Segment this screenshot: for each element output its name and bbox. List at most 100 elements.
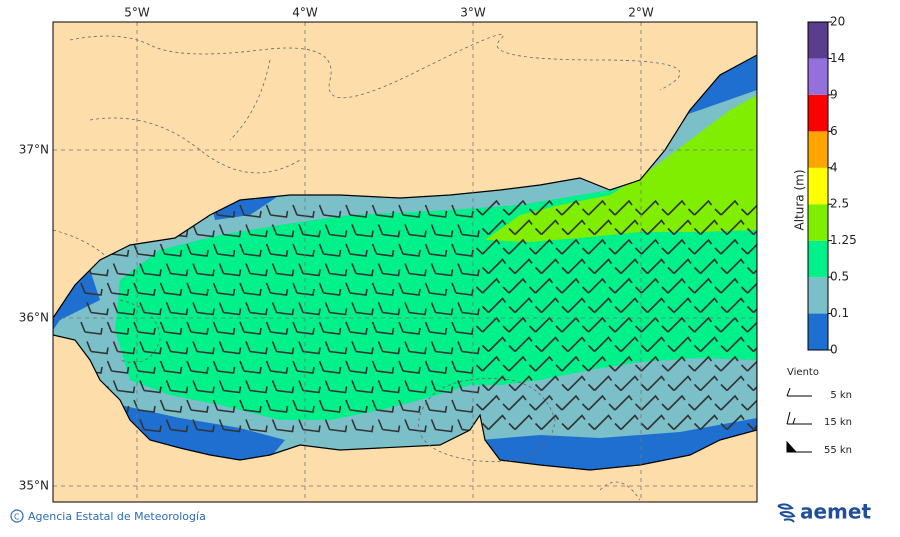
wind-barb xyxy=(581,277,607,294)
wind-barb xyxy=(351,302,374,316)
wind-barb xyxy=(192,341,215,355)
wind-barb xyxy=(133,282,156,296)
lon-label: 2°W xyxy=(628,6,654,20)
wind-barb xyxy=(451,282,474,296)
wind-barb xyxy=(186,243,209,257)
wind-barb xyxy=(555,355,580,372)
wave-zone xyxy=(485,95,757,242)
wind-barb xyxy=(239,282,262,296)
wind-barb xyxy=(351,419,374,433)
wind-barb xyxy=(265,282,289,296)
wind-barb xyxy=(687,238,713,255)
wind-barb xyxy=(430,419,454,433)
wind-barb xyxy=(212,321,236,335)
wind-barb xyxy=(351,380,374,394)
wind-barb xyxy=(404,302,427,316)
wind-barb xyxy=(457,380,480,394)
copyright-icon xyxy=(10,509,24,523)
wind-barb xyxy=(298,341,321,355)
wind-barb xyxy=(508,414,533,431)
wind-barb xyxy=(86,302,109,316)
wind-barb xyxy=(80,321,103,335)
wind-barb xyxy=(693,375,719,392)
wind-barb xyxy=(661,199,686,216)
wind-barb xyxy=(398,243,421,257)
wind-barb xyxy=(667,297,692,314)
wind-barb xyxy=(398,204,421,218)
lat-label: 37°N xyxy=(19,143,49,157)
wind-barb xyxy=(218,302,242,316)
wind-barb xyxy=(271,419,295,433)
wind-barb xyxy=(318,321,342,335)
wind-barb xyxy=(106,282,130,296)
wind-barb xyxy=(508,219,533,236)
wind-barb xyxy=(502,277,527,294)
wind-barb xyxy=(377,419,401,433)
wind-barb xyxy=(239,360,262,374)
wind-barb xyxy=(165,419,189,433)
wind-barb xyxy=(608,238,633,255)
colorbar-segment xyxy=(808,240,828,278)
wind-barb xyxy=(720,297,745,314)
wind-barb xyxy=(239,204,262,218)
wind-barb xyxy=(720,219,745,236)
wind-barb xyxy=(640,297,666,314)
lon-label: 4°W xyxy=(292,6,318,20)
wind-barb xyxy=(430,302,454,316)
wind-barb xyxy=(271,380,295,394)
wind-barb xyxy=(528,199,554,216)
wind-barb xyxy=(424,204,448,218)
wind-barb xyxy=(534,336,560,353)
wind-barb xyxy=(351,341,374,355)
wind-barb xyxy=(351,263,374,277)
wind-barb xyxy=(746,336,757,353)
wind-barb xyxy=(720,414,745,431)
wind-barb xyxy=(139,263,162,277)
wind-barb xyxy=(667,375,692,392)
colorbar-label: 4 xyxy=(830,160,838,174)
wind-legend-item: 5 kn xyxy=(830,390,852,401)
colorbar-segment xyxy=(808,131,828,168)
wind-barb xyxy=(693,258,719,275)
wind-barb xyxy=(634,238,660,255)
wind-barb xyxy=(667,336,692,353)
wind-barb xyxy=(86,341,109,355)
wind-barb xyxy=(430,380,454,394)
wind-barb xyxy=(457,224,480,238)
wind-barb xyxy=(133,321,156,335)
wind-barb xyxy=(159,321,183,335)
wind-barb xyxy=(292,243,315,257)
wind-barb xyxy=(139,341,162,355)
wind-barb xyxy=(351,224,374,238)
wind-barb xyxy=(245,419,268,433)
wind-barb xyxy=(608,277,633,294)
wind-barb xyxy=(112,302,136,316)
wind-barb xyxy=(608,199,633,216)
wind-barb xyxy=(587,219,613,236)
wind-barb xyxy=(159,282,183,296)
wind-barb xyxy=(640,258,666,275)
wind-barb xyxy=(481,375,507,392)
wind-barb xyxy=(481,297,507,314)
wind-barb xyxy=(218,263,242,277)
wind-barb xyxy=(404,263,427,277)
wind-barb xyxy=(133,243,156,257)
wind-barb xyxy=(239,321,262,335)
colorbar-label: 0.1 xyxy=(830,306,849,320)
wind-barb xyxy=(324,224,348,238)
agency-name: Agencia Estatal de Meteorología xyxy=(28,510,206,523)
wind-barb xyxy=(667,219,692,236)
wind-barb xyxy=(720,258,745,275)
wind-barb xyxy=(693,336,719,353)
map-frame xyxy=(52,21,758,503)
wind-barb xyxy=(139,302,162,316)
wind-barb xyxy=(634,277,660,294)
wind-barb xyxy=(371,282,395,296)
wind-barb xyxy=(587,336,613,353)
wind-barb xyxy=(608,394,633,411)
wind-barb xyxy=(740,277,757,294)
wind-barb xyxy=(377,380,401,394)
wind-barb xyxy=(475,277,501,294)
wind-legend-item: 55 kn xyxy=(824,445,852,456)
